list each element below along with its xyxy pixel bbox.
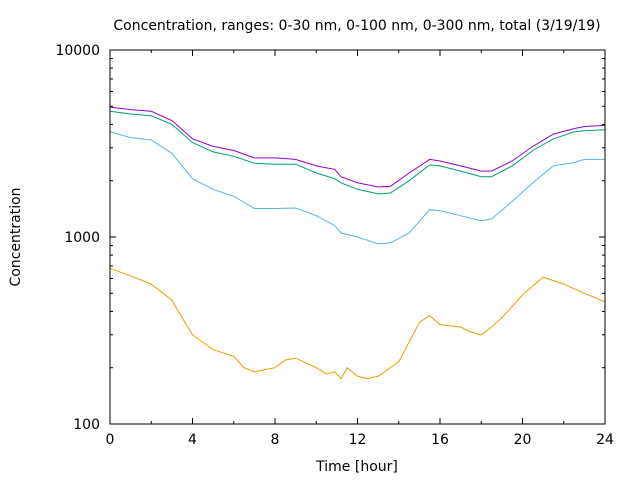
- x-tick-label: 4: [188, 432, 197, 448]
- chart-title: Concentration, ranges: 0-30 nm, 0-100 nm…: [113, 18, 600, 34]
- series-line: [109, 106, 606, 188]
- series-layer: [109, 106, 606, 380]
- y-axis: 100 1000 10000: [55, 43, 605, 433]
- x-tick-label: 8: [271, 432, 280, 448]
- y-axis-label: Concentration: [8, 187, 24, 286]
- x-axis-label: Time [hour]: [315, 459, 398, 475]
- series-line: [109, 131, 605, 245]
- y-tick-label: 10000: [55, 43, 100, 59]
- series-line: [109, 267, 606, 380]
- series-line: [109, 110, 606, 195]
- x-tick-label: 0: [106, 432, 115, 448]
- x-axis: 0 4 8 12 16 20 24: [106, 50, 614, 448]
- x-tick-label: 20: [514, 432, 532, 448]
- x-tick-label: 12: [349, 432, 367, 448]
- x-tick-label: 16: [431, 432, 449, 448]
- x-tick-label: 24: [596, 432, 614, 448]
- y-tick-label: 1000: [64, 230, 100, 246]
- y-tick-label: 100: [73, 417, 100, 433]
